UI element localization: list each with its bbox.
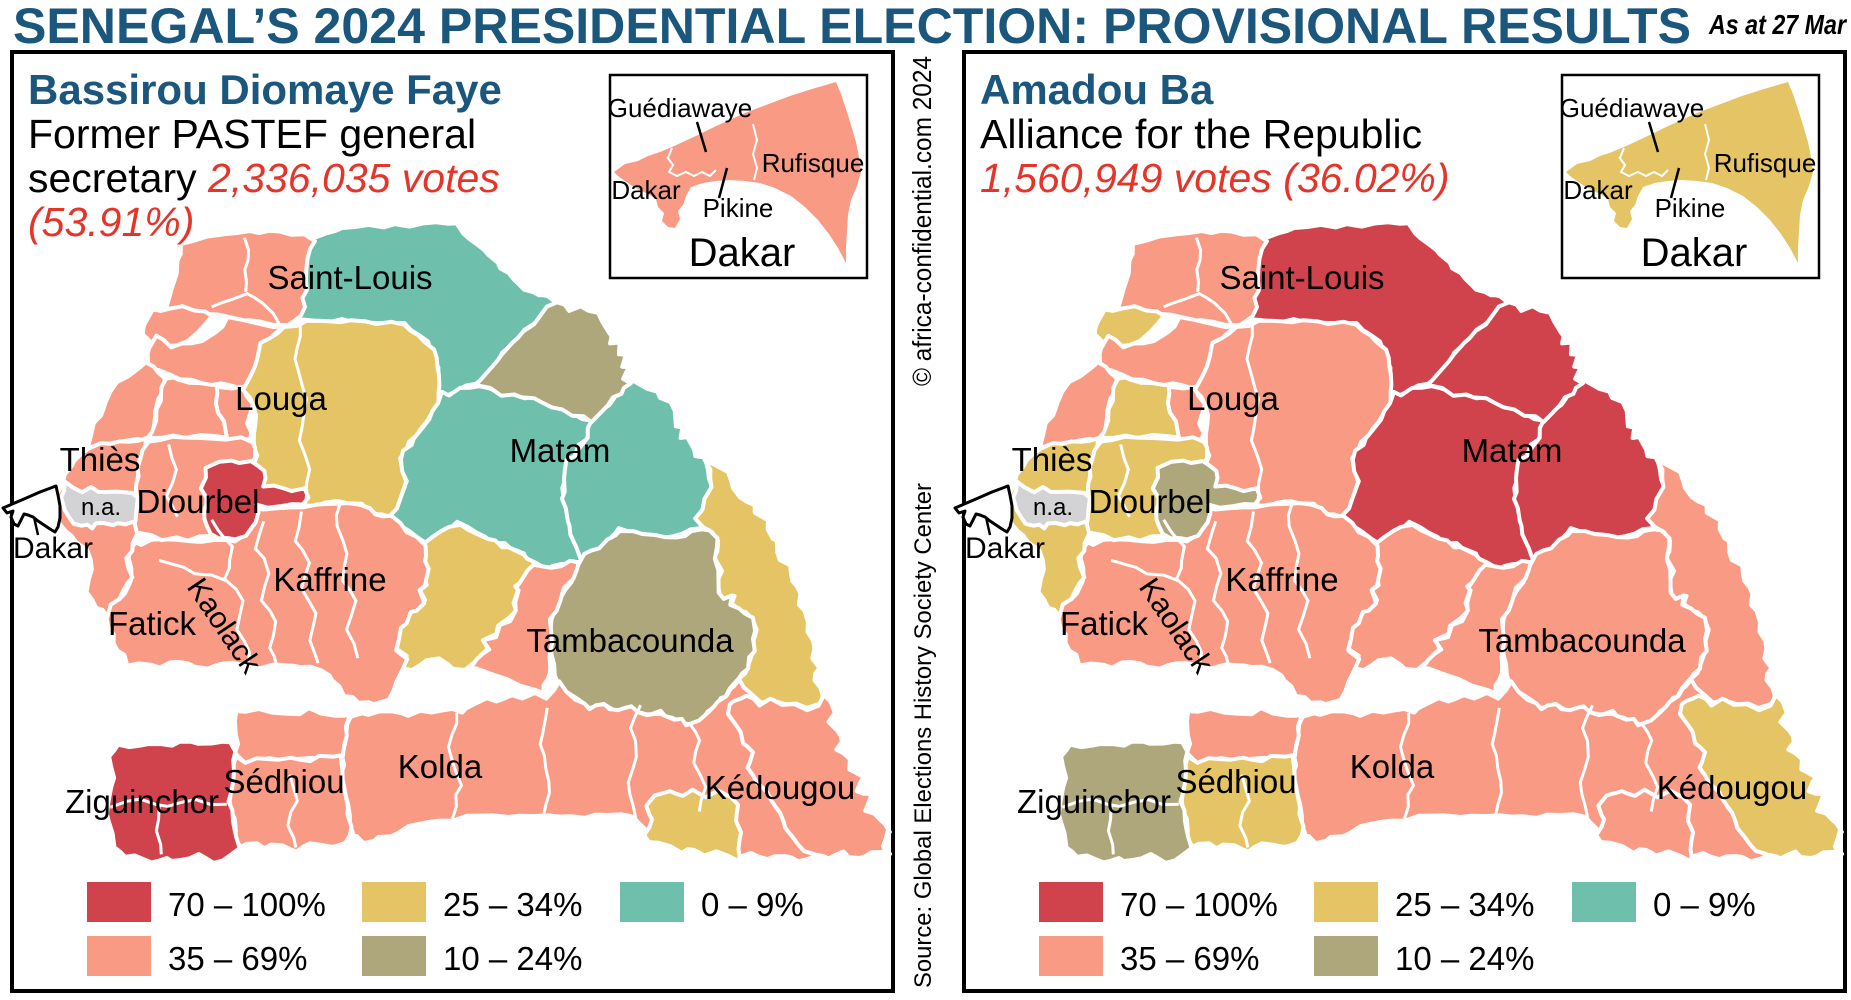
svg-text:Bassirou Diomaye Faye: Bassirou Diomaye Faye (28, 66, 502, 113)
svg-text:Alliance for the Republic: Alliance for the Republic (980, 111, 1422, 157)
svg-text:secretary 2,336,035 votes: secretary 2,336,035 votes (28, 155, 500, 201)
svg-text:SENEGAL’S 2024 PRESIDENTIAL EL: SENEGAL’S 2024 PRESIDENTIAL ELECTION: PR… (13, 0, 1691, 54)
svg-text:1,560,949 votes (36.02%): 1,560,949 votes (36.02%) (980, 155, 1450, 201)
svg-text:Source: Global Elections Histo: Source: Global Elections History Society… (910, 483, 937, 988)
svg-text:Amadou Ba: Amadou Ba (980, 66, 1214, 113)
svg-text:(53.91%): (53.91%) (28, 199, 194, 245)
svg-text:Former PASTEF general: Former PASTEF general (28, 111, 476, 157)
svg-text:© africa-confidential.com 2024: © africa-confidential.com 2024 (907, 56, 937, 386)
svg-text:As at 27 Mar: As at 27 Mar (1708, 9, 1848, 40)
